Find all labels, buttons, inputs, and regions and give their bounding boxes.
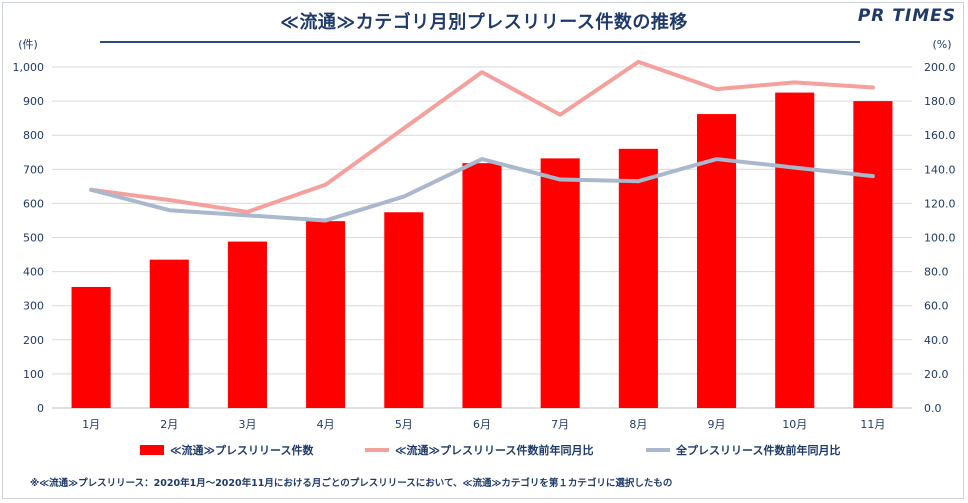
prtimes-logo: PR TIMES xyxy=(857,6,956,26)
y-right-tick-label: 160.0 xyxy=(924,129,956,142)
x-tick-label: 4月 xyxy=(317,418,335,431)
y-left-tick-label: 800 xyxy=(23,129,44,142)
y-right-tick-label: 100.0 xyxy=(924,232,956,245)
title-underline xyxy=(100,41,860,43)
y-right-tick-label: 60.0 xyxy=(924,300,949,313)
series-line xyxy=(89,59,875,214)
y-right-tick-label: 140.0 xyxy=(924,163,956,176)
y-left-tick-label: 500 xyxy=(23,232,44,245)
y-right-tick-label: 20.0 xyxy=(924,368,949,381)
y-right-tick-label: 180.0 xyxy=(924,95,956,108)
y-left-tick-label: 0 xyxy=(37,402,44,415)
chart-title: ≪流通≫カテゴリ月別プレスリリース件数の推移 xyxy=(280,12,688,33)
y-left-tick-label: 1,000 xyxy=(13,61,45,74)
bar xyxy=(853,101,893,408)
bar xyxy=(306,221,346,408)
y-left-axis-label: (件) xyxy=(18,38,38,51)
y-left-tick-label: 600 xyxy=(23,197,44,210)
y-right-tick-label: 120.0 xyxy=(924,197,956,210)
bar xyxy=(71,286,111,408)
x-tick-label: 6月 xyxy=(473,418,491,431)
y-left-tick-label: 100 xyxy=(23,368,44,381)
x-tick-label: 5月 xyxy=(395,418,413,431)
y-right-axis-label: (%) xyxy=(932,38,951,51)
x-tick-label: 1月 xyxy=(82,418,100,431)
y-right-tick-label: 80.0 xyxy=(924,266,949,279)
y-left-tick-label: 700 xyxy=(23,163,44,176)
x-tick-label: 3月 xyxy=(238,418,256,431)
legend-label: 全プレスリリース件数前年同月比 xyxy=(675,443,840,457)
footnote: ※≪流通≫プレスリリース：2020年1月～2020年11月における月ごとのプレス… xyxy=(30,478,673,489)
series-line xyxy=(89,157,875,223)
bar xyxy=(227,241,267,408)
x-tick-label: 9月 xyxy=(708,418,726,431)
y-left-tick-label: 300 xyxy=(23,300,44,313)
bar xyxy=(384,212,424,408)
x-tick-label: 7月 xyxy=(551,418,569,431)
y-right-tick-label: 200.0 xyxy=(924,61,956,74)
y-left-tick-label: 400 xyxy=(23,266,44,279)
y-right-tick-label: 0.0 xyxy=(924,402,942,415)
x-tick-label: 8月 xyxy=(629,418,647,431)
legend-label: ≪流通≫プレスリリース件数 xyxy=(170,443,314,457)
x-tick-label: 11月 xyxy=(860,418,885,431)
bar xyxy=(462,163,502,408)
x-tick-label: 2月 xyxy=(160,418,178,431)
bar xyxy=(775,92,815,408)
y-left-tick-label: 900 xyxy=(23,95,44,108)
bar xyxy=(149,259,189,408)
bar xyxy=(540,158,580,408)
y-right-tick-label: 40.0 xyxy=(924,334,949,347)
legend-swatch xyxy=(140,445,164,455)
y-left-tick-label: 200 xyxy=(23,334,44,347)
legend-label: ≪流通≫プレスリリース件数前年同月比 xyxy=(395,443,593,457)
x-tick-label: 10月 xyxy=(782,418,807,431)
bar xyxy=(618,148,658,408)
